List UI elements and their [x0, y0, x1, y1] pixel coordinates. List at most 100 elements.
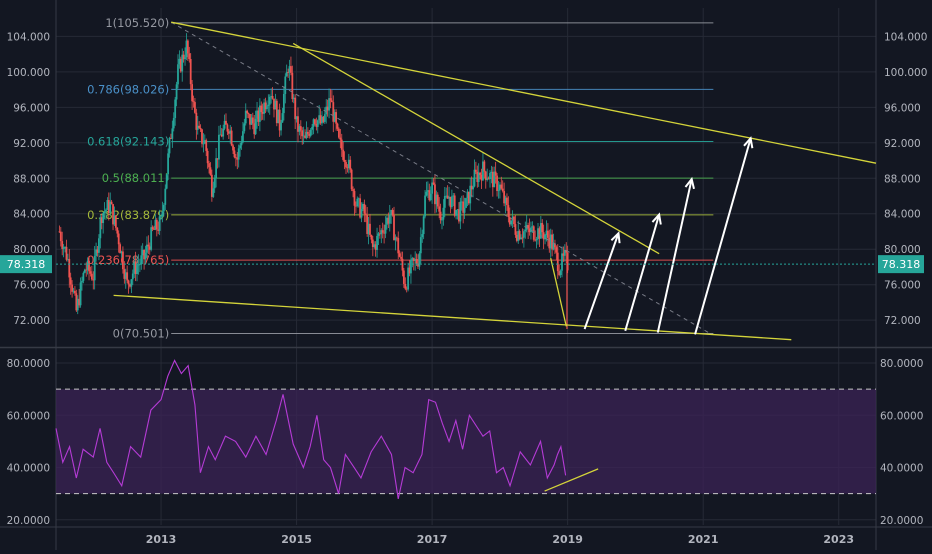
candle-body [298, 126, 301, 132]
candle-body [517, 231, 520, 241]
projection-arrow-head [651, 212, 662, 225]
candle-body [374, 244, 377, 250]
candle-body [95, 249, 97, 256]
y-tick-label-right: 80.000 [884, 244, 921, 256]
current-price-label-right: 78.318 [882, 258, 921, 271]
candle-body [362, 204, 364, 210]
candle-body [191, 84, 194, 102]
candle-body [96, 249, 99, 253]
x-tick-label: 2021 [688, 533, 719, 546]
candle-body [124, 272, 127, 279]
candle-body [448, 196, 450, 199]
candle-body [147, 244, 150, 247]
candle-body [106, 199, 109, 210]
candle-body [326, 106, 329, 111]
candle-body [267, 104, 270, 107]
candle-body [521, 237, 524, 239]
candle-body [425, 191, 428, 196]
candle-body [330, 100, 333, 103]
candle-body [383, 232, 386, 234]
candle-body [185, 40, 188, 58]
y-tick-label-left: 72.000 [13, 315, 50, 327]
candle-body [343, 159, 346, 163]
candle-body [535, 239, 538, 241]
rsi-y-tick-label-left: 40.0000 [7, 463, 50, 475]
rsi-trend-line [544, 468, 599, 492]
candle-body [377, 233, 380, 236]
rsi-y-tick-label-right: 80.0000 [880, 358, 923, 370]
candle-body [212, 188, 215, 197]
candle-body [491, 171, 494, 188]
candle-body [390, 210, 393, 216]
candle-body [486, 178, 489, 180]
candle-body [345, 162, 347, 168]
candle-body [85, 269, 88, 271]
candle-body [419, 237, 422, 254]
candle-body [534, 239, 537, 241]
candle-body [225, 120, 227, 125]
candle-body [342, 149, 345, 160]
candle-body [384, 224, 387, 234]
candle-body [227, 131, 230, 134]
candle-body [424, 195, 426, 217]
candle-body [435, 194, 438, 205]
candle-body [151, 227, 154, 230]
candle-body [205, 140, 208, 151]
x-tick-label: 2015 [281, 533, 312, 546]
candle-body [380, 230, 383, 235]
candle-body [373, 244, 376, 247]
candle-body [539, 223, 542, 239]
candle-body [137, 264, 140, 266]
candle-body [240, 142, 243, 146]
y-tick-label-left: 104.000 [7, 31, 50, 43]
candle-body [465, 198, 467, 208]
candle-body [340, 139, 343, 150]
candle-body [232, 145, 234, 151]
candle-body [131, 273, 134, 280]
candle-body [456, 209, 459, 211]
candle-body [123, 269, 126, 279]
candle-body [113, 215, 116, 225]
candle-body [347, 159, 350, 168]
candle-body [295, 116, 298, 120]
candle-body [394, 237, 397, 241]
candle-body [302, 135, 305, 137]
candle-body [500, 184, 503, 189]
candle-body [66, 258, 69, 260]
candle-body [480, 174, 483, 181]
candle-body [237, 148, 240, 160]
candle-body [522, 231, 525, 238]
candle-body [161, 211, 164, 217]
candle-body [412, 258, 415, 261]
candle-body [234, 157, 237, 159]
candle-body [462, 201, 465, 213]
candle-body [370, 234, 373, 240]
candle-body [561, 253, 563, 271]
candle-body [100, 217, 103, 224]
y-tick-label-left: 76.000 [13, 280, 50, 292]
candle-body [299, 126, 302, 131]
candle-body [476, 171, 479, 182]
candle-body [356, 198, 359, 206]
candle-body [215, 158, 218, 179]
candle-body [167, 153, 170, 175]
candle-body [363, 204, 366, 214]
candle-body [160, 216, 162, 217]
current-price-tag-left [0, 255, 52, 274]
rsi-line [55, 359, 567, 499]
candle-body [222, 128, 225, 137]
candle-body [474, 169, 477, 172]
candle-body [69, 277, 72, 285]
candle-body [89, 271, 92, 274]
candle-body [266, 106, 268, 110]
candle-body [174, 99, 177, 118]
candle-body [140, 255, 143, 264]
candle-body [515, 234, 518, 241]
candle-body [369, 223, 371, 235]
trend-line [550, 257, 567, 327]
candle-body [407, 267, 410, 290]
candle-body [315, 123, 318, 127]
candle-body [233, 150, 236, 158]
candle-body [520, 237, 522, 240]
